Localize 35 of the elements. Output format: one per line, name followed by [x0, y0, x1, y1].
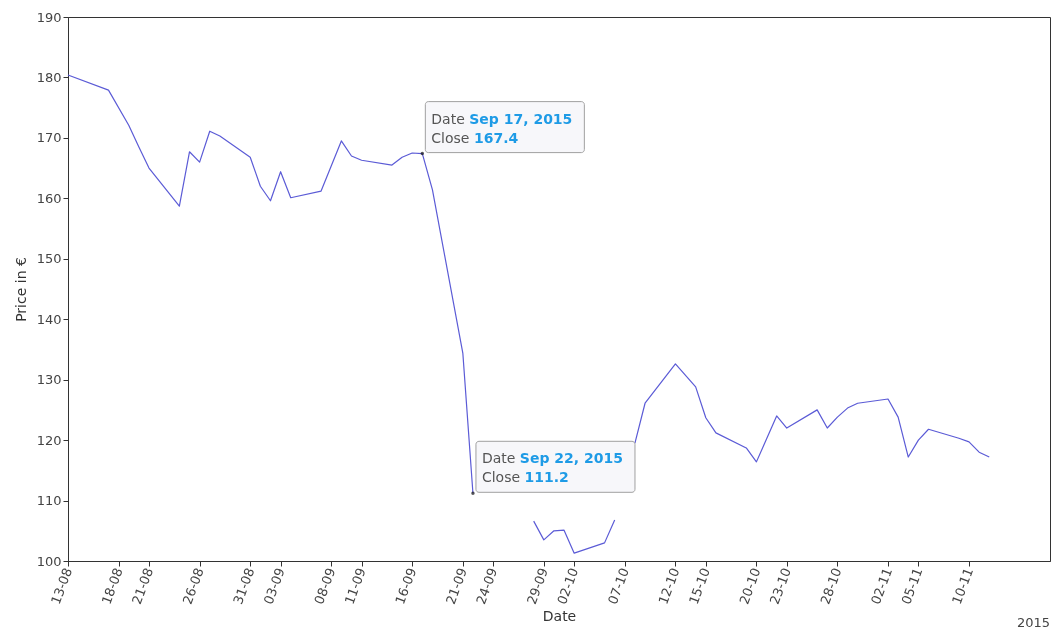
x-tick-label: 31-08	[230, 565, 258, 607]
x-tick-label: 12-10	[655, 565, 683, 607]
x-tick-label: 28-10	[817, 565, 845, 607]
annotation: Date Sep 22, 2015 Close 111.2	[481, 450, 623, 486]
y-tick-label: 140	[36, 311, 62, 327]
x-tick-label: 24-09	[473, 565, 501, 607]
x-tick-label: 29-09	[523, 565, 551, 607]
y-tick-label: 150	[36, 251, 62, 267]
x-tick-label: 16-09	[392, 565, 420, 607]
x-tick-label: 20-10	[736, 565, 764, 607]
y-tick-label: 110	[36, 493, 62, 509]
y-axis-title: Price in €	[12, 257, 29, 322]
annotation: Date Sep 17, 2015 Close 167.4	[431, 110, 573, 146]
x-tick-label: 10-11	[949, 565, 977, 607]
x-axis-title: Date	[542, 608, 577, 625]
y-tick-label: 190	[36, 9, 62, 25]
y-tick-label: 170	[36, 130, 62, 146]
x-tick-label: 21-09	[442, 565, 470, 607]
x-tick-label: 02-10	[554, 565, 582, 607]
text: 2015	[1016, 615, 1050, 630]
y-tick-label: 160	[36, 190, 62, 206]
x-tick-label: 21-08	[129, 565, 157, 607]
y-tick-label: 120	[36, 432, 62, 448]
x-tick-label: 11-09	[341, 565, 369, 607]
x-tick-label: 18-08	[98, 565, 126, 607]
x-tick-label: 23-10	[766, 565, 794, 607]
x-tick-label: 07-10	[604, 565, 632, 607]
y-tick-label: 130	[36, 372, 62, 388]
x-tick-label: 02-11	[868, 565, 896, 607]
x-tick-label: 08-09	[311, 565, 339, 607]
x-tick-label: 26-08	[179, 565, 207, 607]
x-tick-label: 15-10	[685, 565, 713, 607]
y-tick-label: 180	[36, 69, 62, 85]
x-tick-label: 03-09	[260, 565, 288, 607]
x-tick-label: 05-11	[898, 565, 926, 607]
